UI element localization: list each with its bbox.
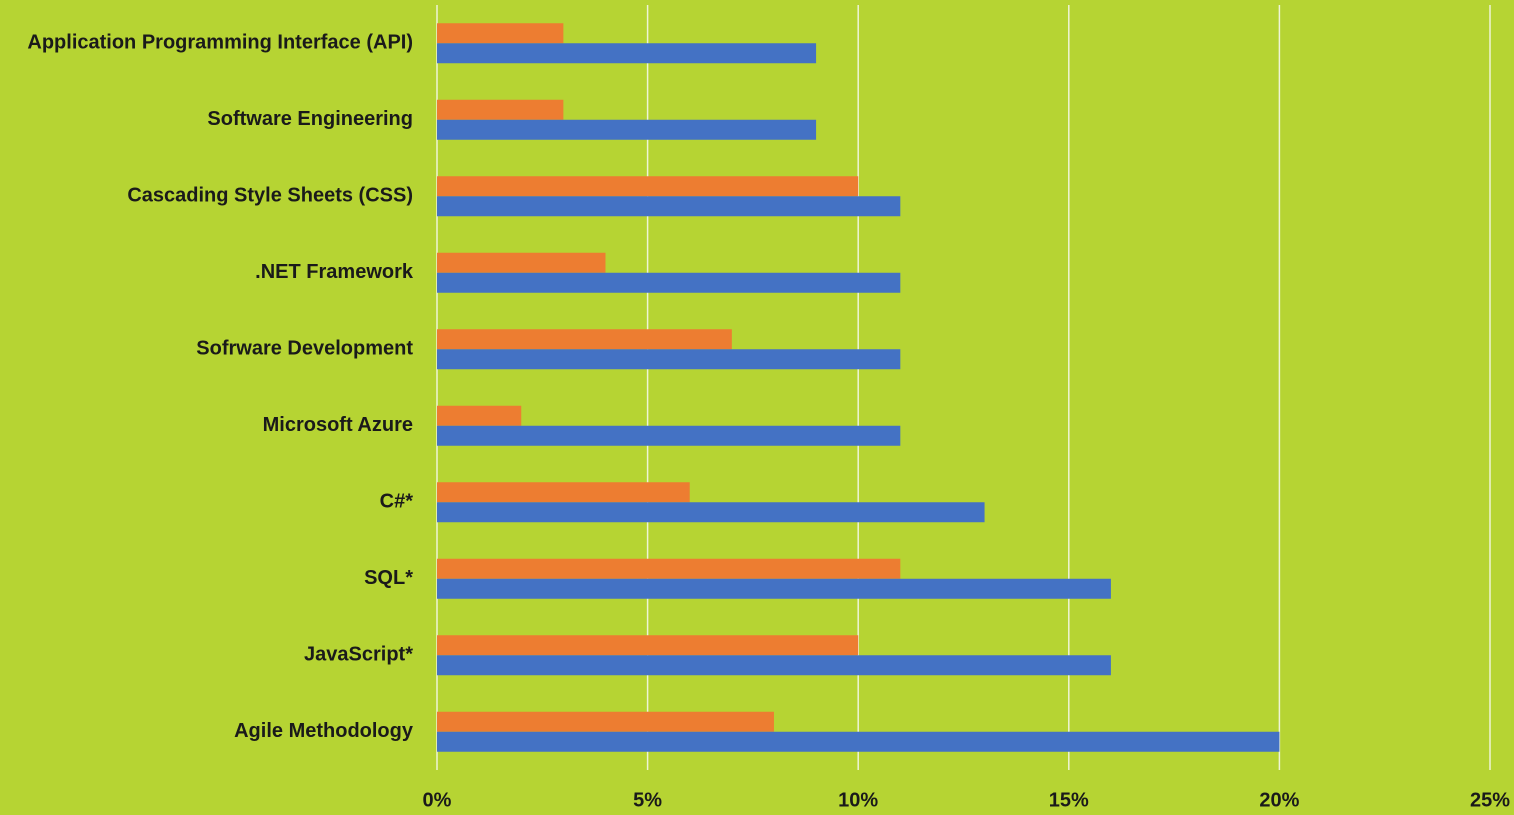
y-tick-label: C#* [380,491,414,513]
x-tick-label: 10% [838,789,878,811]
bar [437,176,859,197]
y-tick-label: SQL* [364,567,413,589]
bar [437,119,817,140]
bar [437,272,901,293]
bar [437,558,901,579]
y-tick-label: Agile Methodology [234,720,414,742]
bar [437,425,901,446]
x-tick-label: 0% [423,789,452,811]
x-tick-label: 5% [633,789,662,811]
y-tick-label: Microsoft Azure [263,414,413,436]
bar [437,99,564,120]
bar [437,502,985,523]
bar [437,43,817,64]
bar [437,482,690,503]
bar [437,23,564,44]
y-tick-label: .NET Framework [255,261,414,283]
bar [437,578,1111,599]
bar [437,731,1280,752]
bar [437,711,774,732]
bar [437,405,522,426]
x-tick-label: 25% [1470,789,1510,811]
y-tick-label: JavaScript* [304,644,413,666]
bar [437,655,1111,676]
y-tick-label: Cascading Style Sheets (CSS) [127,185,413,207]
y-tick-label: Application Programming Interface (API) [27,32,413,54]
y-tick-label: Software Engineering [207,108,413,130]
bar [437,196,901,217]
bar [437,349,901,370]
x-tick-label: 20% [1259,789,1299,811]
bar [437,635,859,656]
x-tick-label: 15% [1049,789,1089,811]
y-tick-label: Sofrware Development [196,338,413,360]
bar [437,252,606,273]
bar [437,329,732,350]
